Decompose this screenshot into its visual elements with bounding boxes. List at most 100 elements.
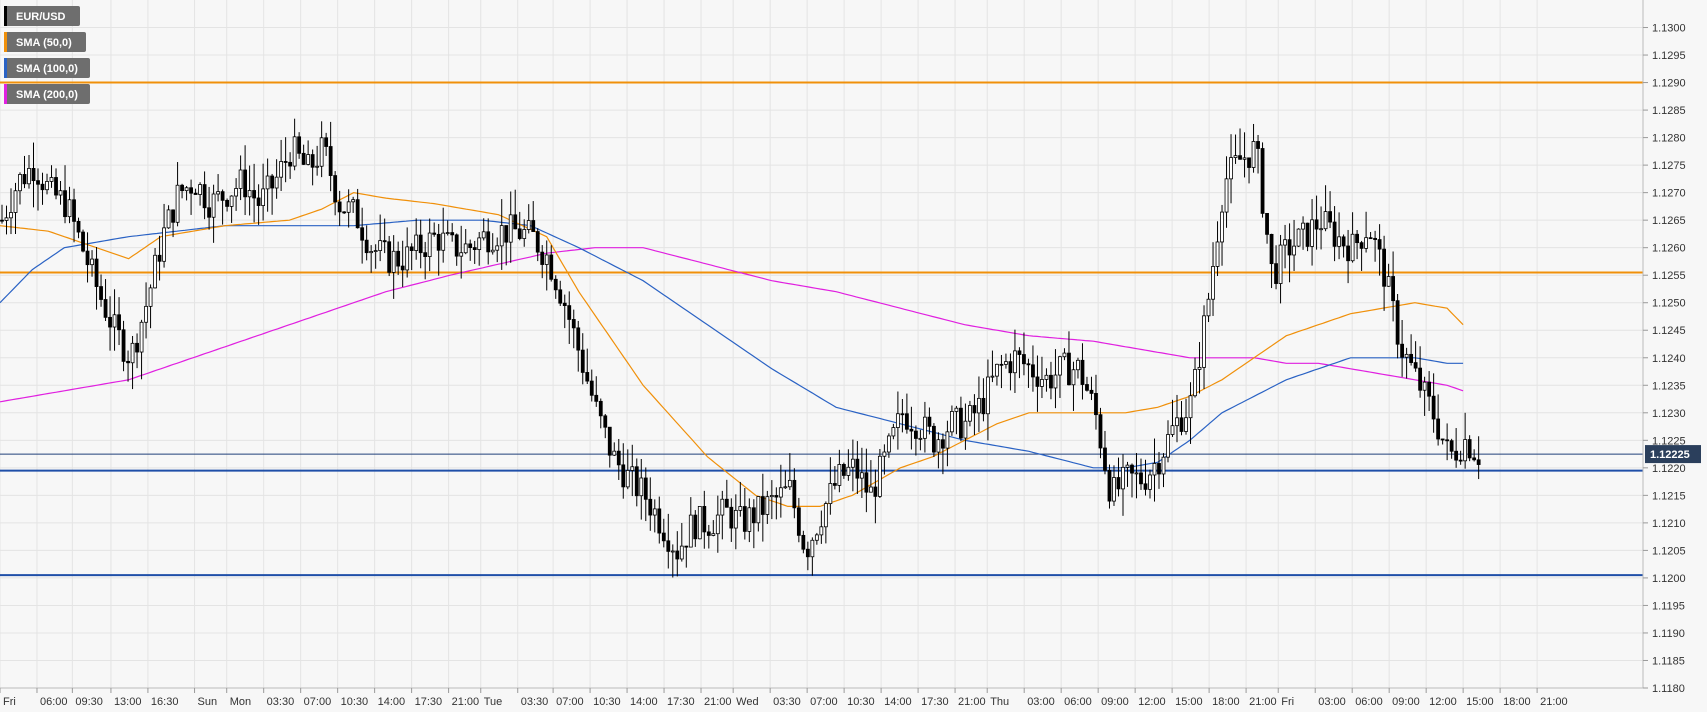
x-tick-label: 15:00 [1175, 696, 1203, 708]
candle-body [675, 550, 680, 560]
candle-body [576, 327, 581, 351]
x-tick-label: 14:00 [378, 696, 406, 708]
candle-body [1125, 464, 1130, 468]
candle-body [387, 241, 392, 273]
candle-body [684, 545, 689, 548]
candle-body [999, 363, 1004, 366]
candle-body [414, 234, 419, 251]
candle-body [162, 227, 166, 262]
legend-item-box[interactable] [4, 84, 90, 104]
candle-body [616, 450, 621, 466]
candle-body [459, 252, 464, 257]
candle-body [648, 498, 653, 516]
x-tick-label: 13:00 [114, 696, 142, 708]
candle-body [729, 506, 734, 529]
candle-body [1067, 352, 1071, 386]
legend[interactable]: EUR/USD SMA (50,0) SMA (100,0) SMA (200,0) [4, 6, 90, 104]
candle-body [486, 231, 491, 253]
candle-body [1215, 241, 1220, 267]
x-tick-label: 18:00 [1503, 696, 1531, 708]
candle-body [157, 254, 162, 262]
candle-body [265, 175, 270, 190]
candle-body [1197, 366, 1202, 370]
candle-body [391, 250, 396, 273]
candle-body [346, 201, 351, 213]
candle-body [814, 534, 819, 541]
candle-body [9, 212, 13, 219]
candle-body [1305, 222, 1310, 247]
price-tag-box [1645, 445, 1701, 464]
candle-body [1409, 353, 1414, 363]
legend-item-box[interactable] [4, 6, 80, 26]
x-tick-label: Fri [3, 696, 16, 708]
candle-body [1035, 376, 1040, 387]
y-tick-label: 1.1220 [1652, 463, 1686, 475]
candle-body [891, 427, 896, 437]
candle-body [702, 506, 707, 533]
x-tick-label: Wed [736, 696, 758, 708]
candle-body [297, 136, 302, 154]
x-tick-label: 21:00 [704, 696, 732, 708]
candle-body [657, 508, 662, 534]
candle-body [1440, 438, 1445, 441]
candle-body [144, 305, 148, 323]
candle-body [1080, 359, 1085, 385]
candle-body [1265, 213, 1269, 235]
legend-swatch [4, 6, 7, 26]
candle-body [238, 169, 243, 189]
candle-body [720, 498, 725, 516]
legend-item-box[interactable] [4, 32, 86, 52]
candle-body [900, 413, 905, 416]
candle-body [598, 400, 603, 417]
moving-averages [0, 191, 1464, 507]
legend-item-box[interactable] [4, 58, 90, 78]
candle-body [1107, 469, 1112, 502]
candle-body [166, 209, 171, 229]
candle-body [882, 451, 887, 457]
candle-body [1098, 414, 1103, 449]
candle-body [103, 299, 108, 318]
candle-body [886, 435, 891, 453]
candle-body [1323, 211, 1328, 230]
candle-body [1422, 381, 1427, 391]
candle-body [1463, 439, 1468, 462]
candle-body [760, 496, 765, 515]
candle-body [1211, 266, 1215, 300]
candle-body [693, 514, 698, 540]
candle-body [364, 239, 369, 254]
candle-body [337, 201, 342, 213]
y-tick-label: 1.1215 [1652, 490, 1686, 502]
candle-body [1256, 141, 1260, 149]
y-tick-label: 1.1270 [1652, 188, 1686, 200]
candle-body [1418, 367, 1423, 391]
candle-body [1013, 350, 1017, 374]
candle-body [787, 479, 792, 488]
candle-body [1202, 315, 1206, 368]
candle-body [477, 237, 482, 250]
candle-body [1157, 463, 1161, 475]
candle-body [841, 464, 846, 476]
candle-body [1328, 211, 1332, 223]
candle-body [513, 214, 518, 230]
x-tick-label: 21:00 [1249, 696, 1277, 708]
candle-body [1143, 483, 1148, 490]
candles [0, 118, 1481, 578]
x-tick-label: 03:00 [1318, 696, 1346, 708]
candle-body [1247, 157, 1251, 168]
candle-body [688, 514, 693, 548]
candle-body [1269, 233, 1274, 265]
candle-body [747, 507, 752, 532]
legend-swatch [4, 32, 7, 52]
candle-body [490, 249, 495, 253]
candle-body [256, 197, 261, 206]
y-tick-label: 1.1180 [1652, 683, 1685, 695]
candle-body [301, 152, 306, 165]
candle-body [706, 531, 711, 536]
x-tick-label: 03:30 [521, 696, 549, 708]
candle-body [765, 496, 770, 515]
candle-body [279, 161, 284, 178]
x-tick-label: Mon [230, 696, 251, 708]
candle-body [1170, 425, 1175, 435]
candle-body [733, 509, 738, 529]
y-tick-label: 1.1290 [1652, 78, 1686, 90]
